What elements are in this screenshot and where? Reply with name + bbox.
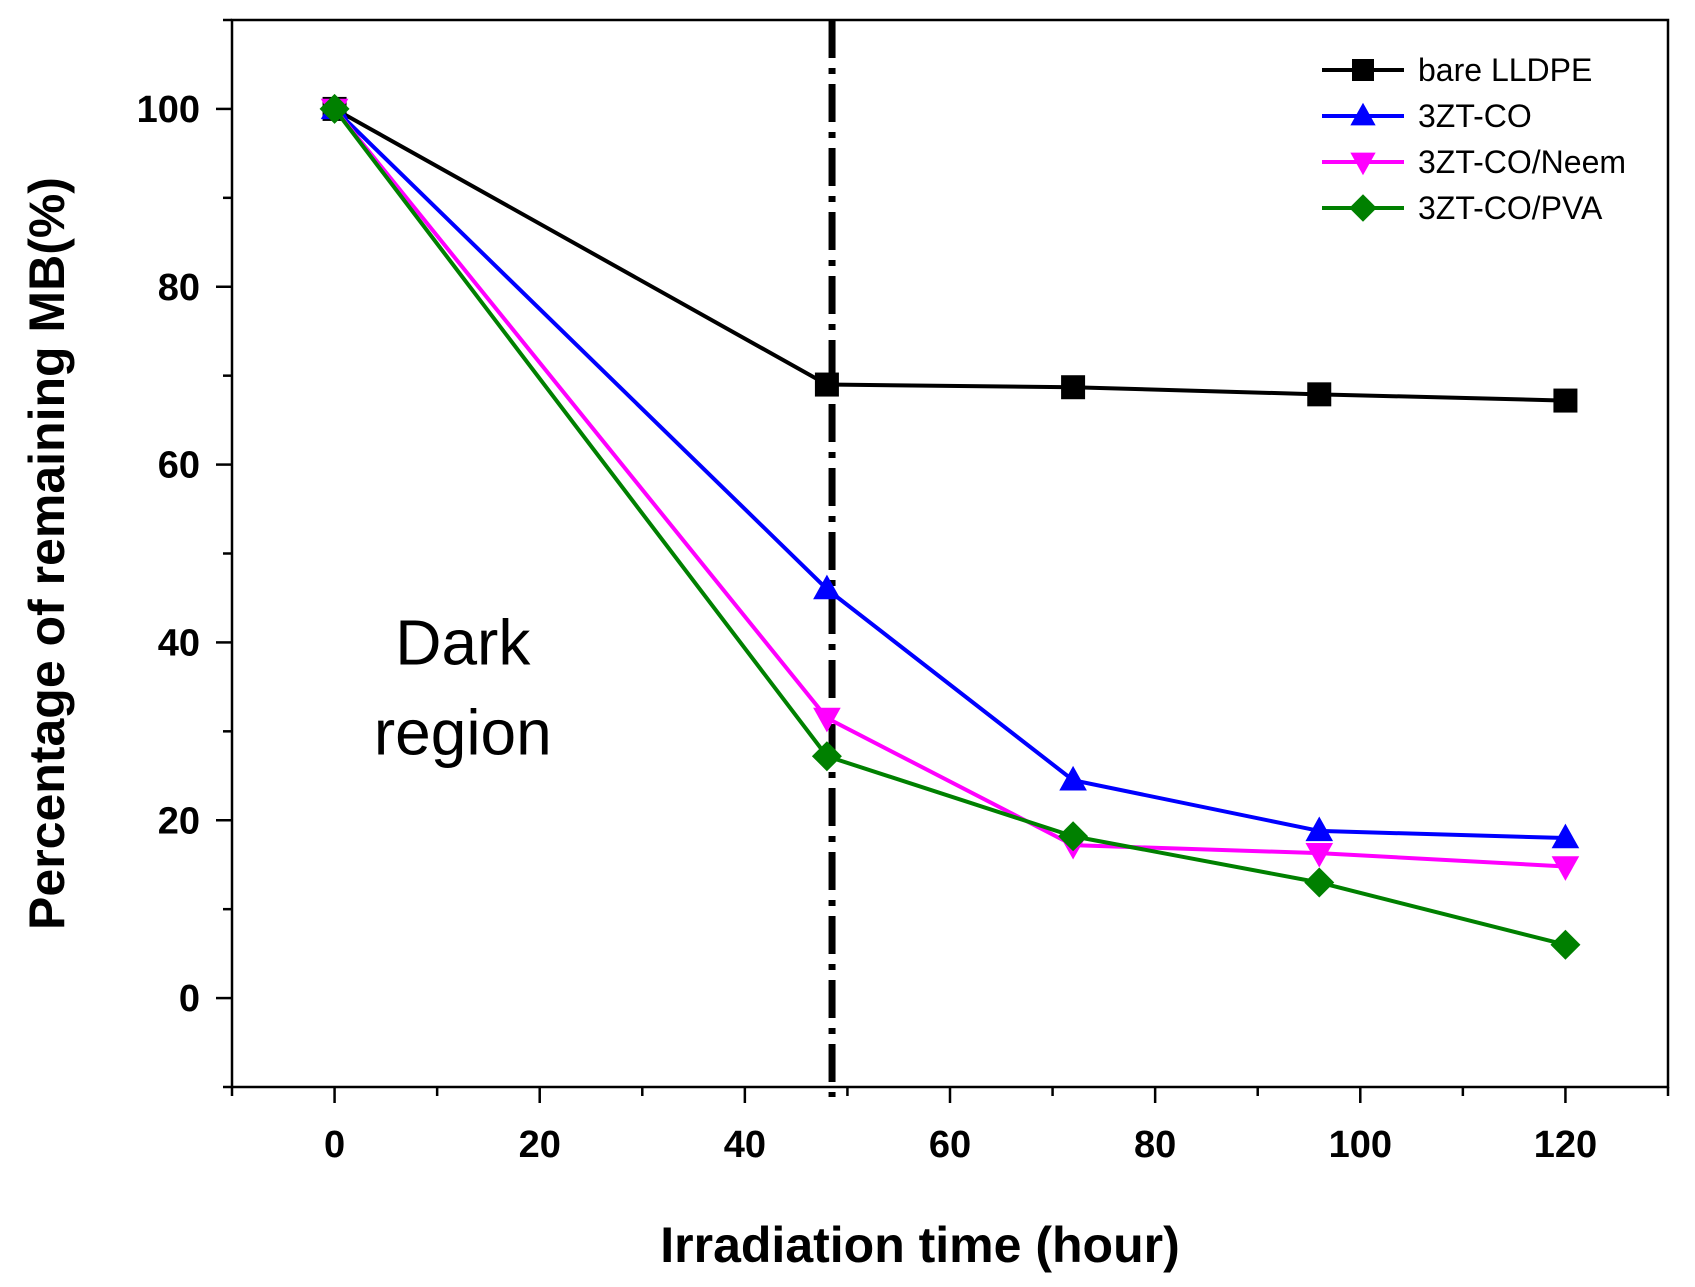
x-tick-label: 0	[324, 1124, 345, 1166]
legend-label: bare LLDPE	[1418, 52, 1592, 88]
x-axis-title: Irradiation time (hour)	[660, 1217, 1179, 1273]
legend-marker	[1352, 59, 1374, 81]
x-tick-label: 80	[1134, 1124, 1176, 1166]
x-tick-label: 40	[724, 1124, 766, 1166]
data-point	[1305, 842, 1334, 868]
y-tick-label: 60	[158, 445, 200, 487]
y-tick-label: 100	[137, 89, 200, 131]
data-point	[814, 372, 839, 397]
legend-item: 3ZT-CO	[1322, 98, 1532, 134]
data-point	[319, 93, 350, 124]
data-point	[1304, 867, 1335, 898]
legend-marker	[1350, 102, 1376, 126]
legend-marker	[1350, 152, 1376, 176]
legend-item: bare LLDPE	[1322, 52, 1592, 88]
data-point	[1551, 823, 1580, 849]
y-tick-label: 80	[158, 267, 200, 309]
series-line	[333, 107, 1566, 403]
x-tick-label: 100	[1329, 1124, 1392, 1166]
legend-marker	[1349, 194, 1377, 222]
legend-item: 3ZT-CO/Neem	[1322, 144, 1626, 180]
plot-frame	[230, 18, 1670, 1089]
data-point	[813, 707, 841, 733]
data-point	[1061, 375, 1086, 400]
x-tick-label: 120	[1534, 1124, 1597, 1166]
data-point	[1550, 929, 1581, 960]
legend-label: 3ZT-CO/Neem	[1418, 144, 1626, 180]
data-point	[1307, 382, 1332, 407]
series-3	[319, 93, 1581, 960]
data-point	[1551, 856, 1580, 881]
legend-label: 3ZT-CO/PVA	[1418, 190, 1603, 226]
y-tick-label: 40	[158, 622, 200, 664]
y-tick-label: 20	[158, 800, 200, 842]
x-tick-label: 60	[929, 1124, 971, 1166]
data-point	[811, 741, 842, 772]
legend-label: 3ZT-CO	[1418, 98, 1532, 134]
data-point	[813, 574, 841, 600]
legend-item: 3ZT-CO/PVA	[1322, 190, 1603, 226]
data-point	[1058, 821, 1089, 852]
legend: bare LLDPE 3ZT-CO 3ZT-CO/Neem 3ZT-CO/PVA	[1322, 52, 1626, 226]
series-line	[332, 107, 1566, 947]
y-tick-label: 0	[179, 978, 200, 1020]
data-point	[1305, 816, 1334, 842]
dark-region-annotation: region	[374, 696, 552, 768]
x-tick-label: 20	[519, 1124, 561, 1166]
dark-region-annotation: Dark	[395, 606, 531, 678]
data-point	[1553, 388, 1578, 413]
data-point	[1059, 765, 1087, 791]
series-0	[322, 96, 1578, 413]
y-axis-title: Percentage of remaining MB(%)	[19, 177, 75, 930]
